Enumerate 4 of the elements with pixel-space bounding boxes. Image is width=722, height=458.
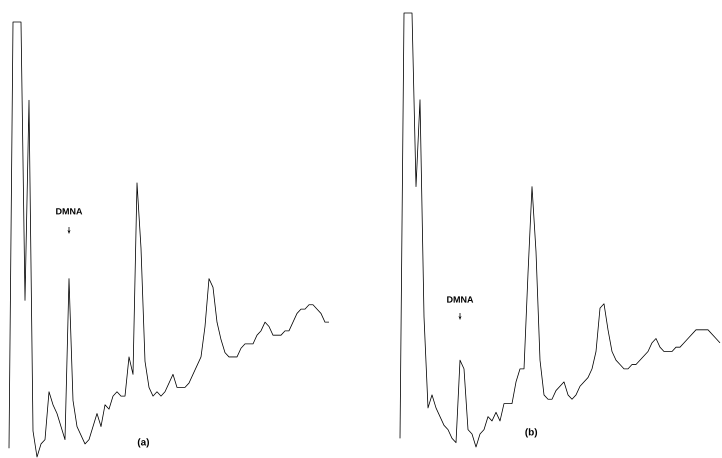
text: (b) (525, 428, 538, 438)
annotation: DMNA (56, 208, 82, 214)
annotation: DMNA (447, 296, 474, 303)
text: (a) (138, 438, 149, 448)
